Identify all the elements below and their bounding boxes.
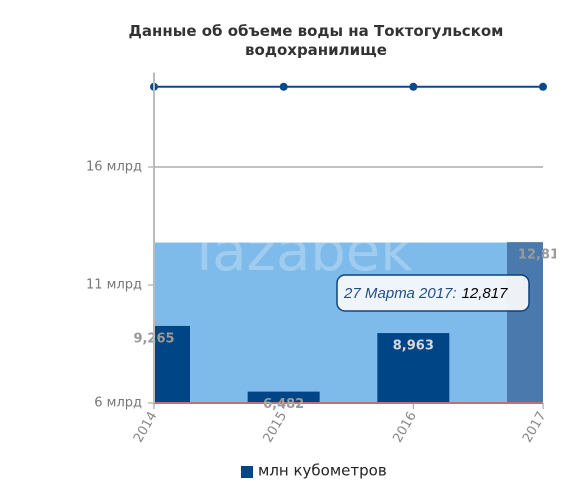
data-label: 8,963	[393, 339, 434, 354]
bar	[507, 242, 543, 403]
legend-label: млн кубометров	[258, 462, 387, 480]
point	[279, 82, 288, 91]
y-tick-label: 11 млрд	[86, 278, 142, 293]
y-tick-label: 6 млрд	[94, 396, 142, 411]
x-tick-label: 2014	[131, 409, 161, 445]
watermark: Tazabek	[186, 219, 413, 284]
bar	[247, 391, 320, 403]
tooltip-value: 12,817	[462, 285, 509, 302]
data-label: 12,817	[518, 248, 568, 263]
point	[539, 82, 547, 91]
plot-band	[154, 242, 543, 403]
bar	[377, 333, 450, 403]
tooltip: 27 Марта 2017: 12,817	[336, 274, 530, 312]
legend-swatch	[241, 466, 253, 478]
tooltip-box	[336, 274, 530, 312]
bar	[154, 325, 190, 403]
x-tick-label: 2016	[390, 409, 420, 445]
y-tick-label: 16 млрд	[86, 160, 142, 175]
chart-title: Данные об объеме воды на Токтогульском во…	[129, 22, 504, 59]
x-tick-label: 2017	[520, 409, 550, 445]
x-tick-label: 2015	[261, 409, 291, 445]
point	[409, 82, 418, 91]
tooltip-label: 27 Марта 2017:	[343, 285, 457, 302]
tooltip-text: 27 Марта 2017: 12,817	[343, 285, 508, 302]
